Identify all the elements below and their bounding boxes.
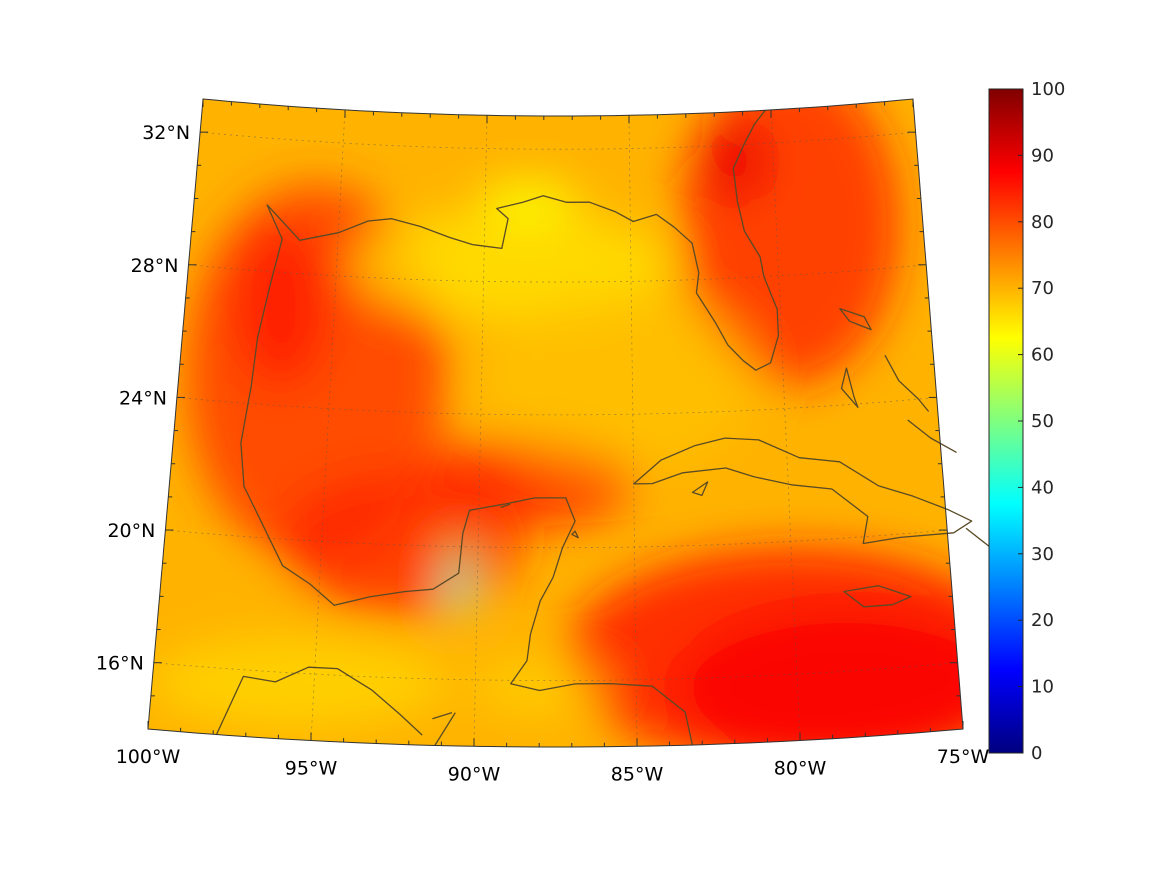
- coastlines: [215, 109, 997, 746]
- eleuthera-exuma-coast: [884, 354, 930, 412]
- lat-label: 20°N: [107, 520, 155, 542]
- lon-label: 75°W: [937, 746, 990, 768]
- colorbar-tick-label: 80: [1031, 212, 1054, 233]
- guatemala-border: [434, 712, 456, 746]
- colorbar-tick-label: 20: [1031, 610, 1054, 631]
- lon-label: 90°W: [448, 763, 501, 785]
- lat-label: 24°N: [119, 387, 167, 409]
- grand-bahama-coast: [839, 307, 872, 331]
- parallel-line: [176, 397, 937, 416]
- yucatan-reef-coast: [500, 503, 511, 509]
- lat-label: 28°N: [131, 255, 179, 277]
- lat-label: 32°N: [142, 122, 190, 144]
- lon-label: 95°W: [285, 758, 338, 780]
- colorbar-tick-label: 50: [1031, 411, 1054, 432]
- isle-of-youth-coast: [691, 481, 709, 497]
- lon-label: 100°W: [116, 746, 181, 768]
- long-island-coast: [907, 419, 957, 453]
- pacific-coast-mexico: [215, 666, 423, 736]
- us-gulf-florida-coast: [266, 109, 780, 371]
- andros-coast: [840, 367, 859, 408]
- latitude-ticks: 32°N 28°N 24°N 20°N 16°N: [96, 122, 961, 697]
- colorbar-tick-label: 30: [1031, 544, 1054, 565]
- cuba-coast: [633, 437, 973, 545]
- longitude-ticks: 100°W 95°W 90°W 85°W 80°W 75°W: [116, 99, 990, 785]
- colorbar-tick-label: 90: [1031, 145, 1054, 166]
- pacific-side-low: [148, 638, 448, 729]
- parallel-line: [153, 662, 958, 681]
- honduras-low: [469, 659, 610, 716]
- colorbar-tick-label: 60: [1031, 345, 1054, 366]
- lon-label: 85°W: [611, 763, 664, 785]
- lat-label: 16°N: [96, 653, 144, 675]
- yucatan-west-low: [452, 534, 473, 587]
- field-patterns: [148, 99, 963, 747]
- lon-label: 80°W: [774, 758, 827, 780]
- mexico-central-america-coast: [240, 204, 694, 746]
- colorbar-tick-label: 100: [1031, 79, 1065, 100]
- cozumel-coast: [571, 530, 579, 539]
- highlands-edge: [432, 711, 453, 720]
- parallel-line: [165, 529, 948, 549]
- mobile-bay-low: [478, 180, 579, 225]
- colorbar-bar: [988, 88, 1024, 754]
- colorbar-tick-label: 40: [1031, 477, 1054, 498]
- gridlines: [153, 109, 958, 747]
- jamaica-coast: [843, 585, 912, 608]
- colorbar-tick-label: 70: [1031, 278, 1054, 299]
- colorbar-tick-label: 10: [1031, 677, 1054, 698]
- eastern-gulf-mid: [477, 291, 758, 472]
- texas-coast-high: [235, 225, 326, 386]
- colorbar-tick-label: 0: [1031, 743, 1042, 764]
- caribbean-sw-high: [676, 607, 963, 747]
